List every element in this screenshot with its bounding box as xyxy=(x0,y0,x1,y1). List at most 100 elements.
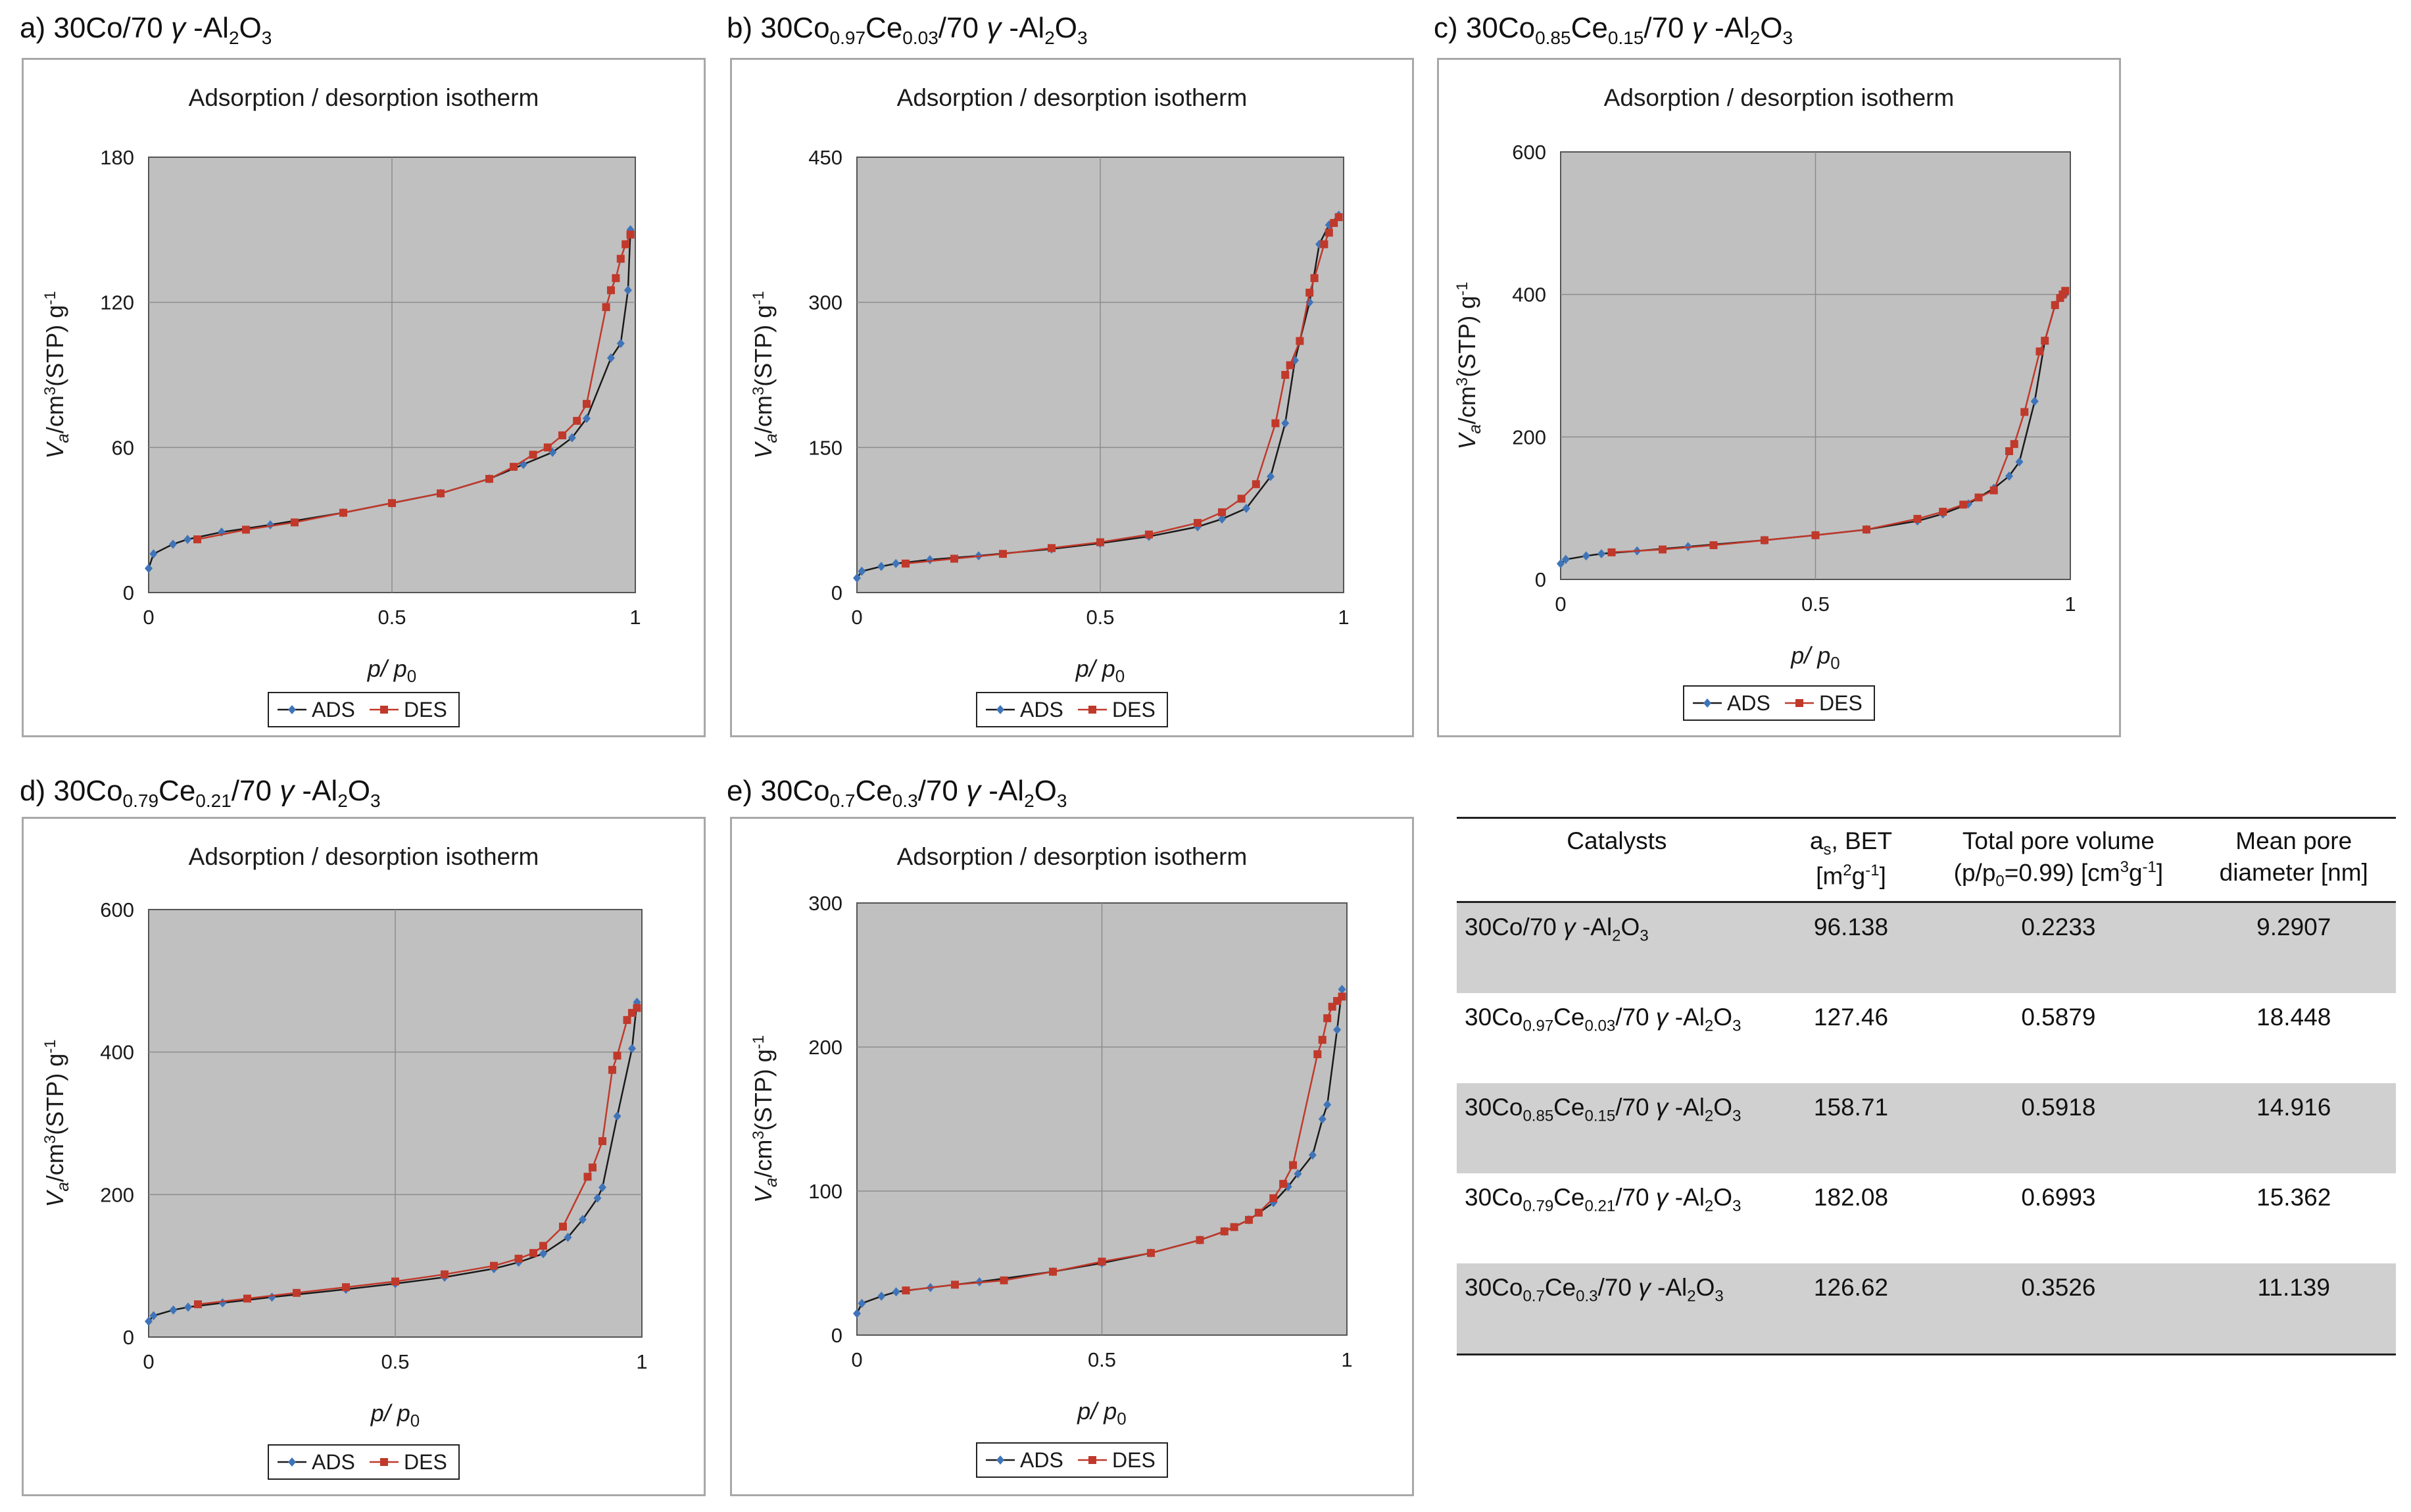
data-point-des xyxy=(1305,288,1314,297)
data-point-des xyxy=(1269,1194,1278,1202)
data-point-ads xyxy=(149,549,158,559)
data-point-des xyxy=(1939,508,1947,516)
data-point-ads xyxy=(1338,985,1346,994)
x-axis-label: p/ p0 xyxy=(1077,1398,1127,1428)
y-axis-label: Va/cm3(STP) g-1 xyxy=(41,291,72,458)
data-point-des xyxy=(193,535,201,544)
data-point-ads xyxy=(2030,397,2039,406)
x-axis-label: p/ p0 xyxy=(367,655,417,686)
y-tick-label: 100 xyxy=(808,1180,842,1203)
series-des xyxy=(1607,287,2070,556)
panel-caption-e: e) 30Co0.7Ce0.3/70 γ -Al2O3 xyxy=(727,775,1067,811)
data-point-des xyxy=(1320,240,1328,249)
data-point-des xyxy=(1959,500,1968,509)
table-row: 30Co/70 γ -Al2O3 96.138 0.2233 9.2907 xyxy=(1457,902,2396,993)
data-point-des xyxy=(2041,337,2049,345)
y-tick-label: 0 xyxy=(123,581,134,604)
x-tick-label: 0.5 xyxy=(381,1350,409,1373)
data-point-des xyxy=(1913,514,1922,523)
legend-marker-des xyxy=(1795,699,1803,707)
data-point-des xyxy=(1709,541,1718,549)
y-tick-label: 600 xyxy=(100,898,134,921)
x-tick-label: 1 xyxy=(629,606,641,629)
header-catalysts: Catalysts xyxy=(1567,827,1667,854)
data-point-ads xyxy=(1582,551,1590,561)
data-point-des xyxy=(2051,301,2059,309)
data-point-des xyxy=(1230,1223,1238,1231)
data-point-des xyxy=(902,1286,910,1295)
data-point-des xyxy=(621,240,630,249)
cell-pore-volume: 0.3526 xyxy=(1925,1263,2192,1355)
y-tick-label: 0 xyxy=(831,1324,842,1347)
data-point-ads xyxy=(593,1193,602,1203)
data-point-des xyxy=(2056,294,2064,303)
data-point-des xyxy=(539,1242,547,1250)
x-axis-label: p/ p0 xyxy=(370,1400,420,1430)
y-tick-label: 0 xyxy=(123,1326,134,1349)
data-point-des xyxy=(1323,1014,1332,1023)
cell-pore-diameter: 9.2907 xyxy=(2191,902,2396,993)
table-row: 30Co0.7Ce0.3/70 γ -Al2O3 126.62 0.3526 11.1… xyxy=(1457,1263,2396,1355)
chart-title: Adsorption / desorption isotherm xyxy=(189,84,539,111)
data-point-des xyxy=(612,274,620,282)
legend: ADS DES xyxy=(976,692,1168,727)
y-tick-label: 0 xyxy=(831,581,842,604)
legend: ADS DES xyxy=(268,692,460,727)
data-point-des xyxy=(1607,548,1616,556)
x-tick-label: 0 xyxy=(851,1348,862,1371)
data-point-ads xyxy=(1267,472,1275,481)
y-axis-label: Va/cm3(STP) g-1 xyxy=(41,1039,72,1207)
data-point-ads xyxy=(1218,514,1226,524)
table-row: 30Co0.85Ce0.15/70 γ -Al2O3 158.71 0.5918 14… xyxy=(1457,1083,2396,1173)
y-tick-label: 400 xyxy=(100,1041,134,1064)
data-point-des xyxy=(613,1052,621,1060)
x-tick-label: 1 xyxy=(2064,593,2076,616)
data-point-des xyxy=(243,1294,251,1303)
cell-catalyst: 30Co0.79Ce0.21/70 γ -Al2O3 xyxy=(1465,1184,1741,1215)
chart-b-svg: Adsorption / desorption isotherm 0 150 300 4… xyxy=(750,84,1350,727)
cell-surface-area: 126.62 xyxy=(1776,1263,1926,1355)
cell-surface-area: 127.46 xyxy=(1813,1004,1889,1031)
chart-e-svg: Adsorption / desorption isotherm 0 100 200 3… xyxy=(750,843,1353,1478)
data-point-des xyxy=(626,230,635,239)
header-pore-volume: Total pore volume (p/p0=0.99) [cm3g-1] xyxy=(1953,827,2164,890)
data-point-ads xyxy=(1333,1025,1342,1035)
data-point-des xyxy=(1330,219,1338,228)
data-point-des xyxy=(628,1009,636,1017)
data-point-ads xyxy=(2015,457,2024,467)
y-tick-label: 120 xyxy=(100,291,134,314)
legend-label-ads: ADS xyxy=(1727,691,1770,715)
data-point-des xyxy=(1325,228,1333,237)
data-point-des xyxy=(1289,1161,1298,1169)
data-point-des xyxy=(1271,419,1280,427)
data-point-des xyxy=(510,462,518,471)
cell-pore-volume: 0.5918 xyxy=(1925,1083,2192,1173)
panel-caption-d: d) 30Co0.79Ce0.21/70 γ -Al2O3 xyxy=(20,775,381,811)
data-point-ads xyxy=(1597,549,1605,558)
data-point-des xyxy=(291,518,299,527)
data-point-des xyxy=(1761,536,1768,545)
data-point-des xyxy=(558,431,566,439)
data-point-ads xyxy=(858,1298,866,1308)
data-point-des xyxy=(950,554,958,563)
data-point-ads xyxy=(892,1287,900,1297)
cell-pore-diameter: 15.362 xyxy=(2256,1184,2331,1211)
data-point-des xyxy=(1196,1236,1204,1244)
cell-catalyst: 30Co/70 γ -Al2O3 xyxy=(1457,902,1777,993)
data-point-ads xyxy=(633,997,641,1007)
data-point-des xyxy=(608,1065,616,1074)
cell-catalyst: 30Co0.7Ce0.3/70 γ -Al2O3 xyxy=(1457,1263,1777,1355)
data-point-des xyxy=(194,1300,202,1309)
data-point-des xyxy=(391,1277,399,1286)
data-point-ads xyxy=(877,1291,886,1301)
data-point-des xyxy=(2010,440,2018,449)
data-point-des xyxy=(339,508,347,517)
legend-label-des: DES xyxy=(404,698,447,721)
data-point-des xyxy=(1989,486,1998,495)
x-tick-label: 0.5 xyxy=(1801,593,1830,616)
chart-d: Adsorption / desorption isotherm 0 200 400 6… xyxy=(22,817,706,1496)
x-axis-label: p/ p0 xyxy=(1075,655,1125,686)
x-tick-label: 0 xyxy=(851,606,862,629)
legend-label-ads: ADS xyxy=(312,698,355,721)
series-des xyxy=(902,213,1343,568)
